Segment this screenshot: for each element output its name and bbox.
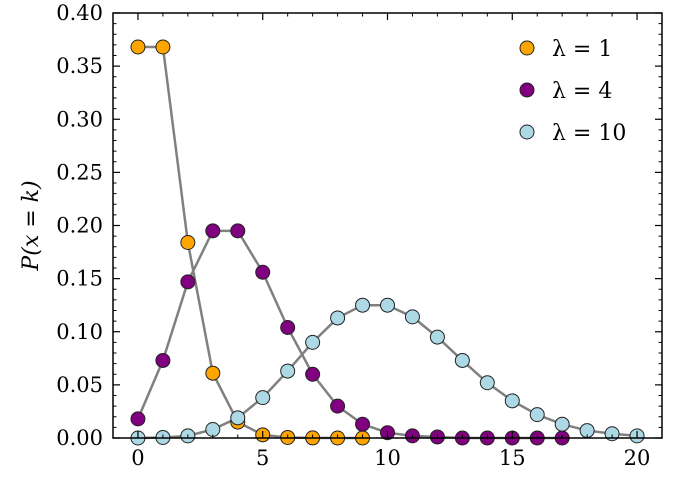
data-point [180,235,196,250]
data-point [255,390,271,406]
y-tick-label: 0.30 [56,107,103,131]
series-line [136,229,563,440]
y-tick-label: 0.15 [56,267,103,291]
data-point [155,39,171,55]
data-point [305,334,321,350]
data-point [130,39,146,55]
data-point [205,223,221,239]
data-point [429,329,445,345]
y-axis: 0.00 0.05 0.10 0.15 0.20 0.25 0.30 0.35 0.40 [56,1,662,450]
data-point [554,416,570,432]
legend-label: λ = 1 [552,37,612,62]
y-tick-label: 0.00 [56,426,103,450]
data-point [280,363,296,379]
x-tick-label: 15 [499,446,526,470]
x-tick-label: 5 [256,446,269,470]
data-point [529,407,545,423]
data-point [504,393,520,409]
data-point [230,223,246,239]
legend: λ = 1 λ = 4 λ = 10 [519,37,626,146]
data-point [255,264,271,280]
x-tick-label: 0 [131,446,144,470]
series-line [137,45,363,440]
legend-label: λ = 10 [552,121,626,146]
y-tick-label: 0.40 [56,1,103,25]
data-point [355,416,371,432]
data-point [330,398,346,414]
x-axis: 0 5 10 15 20 [131,13,650,470]
data-point [330,310,346,326]
legend-marker [519,40,535,56]
data-point [230,410,246,426]
data-point [280,320,296,335]
x-tick-label: 10 [374,446,401,470]
y-axis-label: P(x = k) [19,180,44,271]
y-tick-label: 0.20 [56,214,103,238]
data-point [205,422,221,437]
plot-frame [112,12,663,439]
y-tick-label: 0.25 [56,160,103,184]
x-tick-label: 20 [624,446,651,470]
y-tick-label: 0.05 [56,373,103,397]
y-tick-label: 0.35 [56,54,103,78]
data-point [355,297,371,313]
legend-label: λ = 4 [552,79,612,104]
data-point [205,365,221,381]
data-point [380,297,395,313]
y-tick-label: 0.10 [56,320,103,344]
data-point [155,352,171,368]
data-point [404,309,420,325]
data-point [479,375,495,391]
legend-marker [519,82,535,98]
data-point [180,274,196,290]
data-point [454,352,470,368]
data-point [305,366,321,382]
data-point [130,411,146,427]
legend-marker [519,124,535,140]
